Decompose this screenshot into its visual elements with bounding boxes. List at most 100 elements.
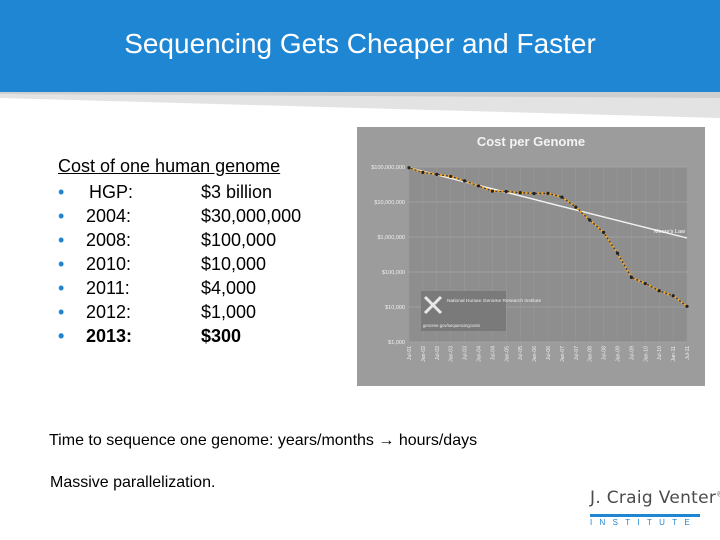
list-heading: Cost of one human genome xyxy=(58,156,281,176)
title-bar xyxy=(0,0,720,92)
x-tick-label: Jan-07 xyxy=(560,346,566,362)
cost-list-item: • 2010: $10,000 xyxy=(58,252,280,276)
y-tick-label: $1,000 xyxy=(388,340,405,346)
cost-point xyxy=(546,191,550,195)
cost-point xyxy=(490,189,494,193)
cost-point xyxy=(574,205,578,209)
cost-point xyxy=(671,294,675,298)
cost-point xyxy=(518,191,522,195)
cost-list-item: • 2012: $1,000 xyxy=(58,300,280,324)
cost-point xyxy=(421,170,425,174)
cost-point xyxy=(504,189,508,194)
bullet-icon: • xyxy=(58,230,65,250)
x-tick-label: Jan-06 xyxy=(532,346,538,362)
cost-point xyxy=(532,191,536,196)
x-tick-label: Jan-03 xyxy=(449,346,455,362)
moores-law-label: Moore's Law xyxy=(654,229,685,235)
x-tick-label: Jul-04 xyxy=(490,346,496,360)
logo-name: J. Craig Venter® xyxy=(590,488,720,508)
dna-icon xyxy=(423,295,443,315)
cost-list-item: • 2013: $300 xyxy=(58,324,280,348)
parallelization-text: Massive parallelization. xyxy=(50,474,216,491)
item-label: 2004: xyxy=(86,206,132,226)
x-tick-label: Jan-10 xyxy=(643,346,649,362)
right-arrow-icon: → xyxy=(378,432,395,449)
bullet-icon: • xyxy=(58,182,65,202)
item-value: $10,000 xyxy=(201,254,267,274)
nhgri-url: genome.gov/sequencingcosts xyxy=(423,323,480,328)
x-tick-label: Jul-06 xyxy=(546,346,552,360)
cost-list-item: • 2008: $100,000 xyxy=(58,228,280,252)
cost-point xyxy=(407,166,411,170)
cost-list-item: • 2011: $4,000 xyxy=(58,276,280,300)
item-label: 2008: xyxy=(86,230,132,250)
time-text-before: Time to sequence one genome: years/month… xyxy=(49,432,379,449)
item-label: 2012: xyxy=(86,302,132,322)
x-tick-label: Jul-09 xyxy=(629,346,635,360)
y-tick-label: $100,000 xyxy=(382,270,405,276)
x-tick-label: Jul-11 xyxy=(685,346,691,360)
logo-name-text: J. Craig Venter xyxy=(590,488,717,508)
x-tick-label: Jan-09 xyxy=(616,346,622,362)
nhgri-name: National Human Genome Research Institute xyxy=(447,298,541,304)
y-tick-label: $10,000,000 xyxy=(374,200,405,206)
cost-list-item: • 2004: $30,000,000 xyxy=(58,204,301,228)
bullet-icon: • xyxy=(58,326,65,346)
bullet-icon: • xyxy=(58,278,65,298)
logo-registered-mark: ® xyxy=(716,490,720,499)
x-tick-label: Jul-08 xyxy=(602,346,608,360)
item-label: 2010: xyxy=(86,254,132,274)
cost-list: Cost of one human genome • HGP: $3 billion… xyxy=(58,154,301,348)
time-text-after: hours/days xyxy=(394,432,478,449)
x-tick-label: Jan-08 xyxy=(588,346,594,362)
cost-point xyxy=(560,195,564,199)
item-value: $3 billion xyxy=(201,182,273,202)
chart-title: Cost per Genome xyxy=(476,134,586,149)
cost-point xyxy=(615,251,620,255)
cost-point xyxy=(657,289,661,293)
bullet-icon: • xyxy=(58,206,65,226)
cost-point xyxy=(435,172,439,177)
x-tick-label: Jul-10 xyxy=(657,346,663,360)
x-tick-label: Jul-03 xyxy=(463,346,469,360)
cost-point xyxy=(602,230,606,235)
x-tick-label: Jan-11 xyxy=(671,346,677,362)
logo-bar xyxy=(590,514,700,517)
item-label: 2011: xyxy=(86,278,130,298)
item-label: 2013: xyxy=(86,326,133,346)
cost-point xyxy=(629,275,633,279)
x-tick-label: Jul-02 xyxy=(435,346,441,360)
item-label: HGP: xyxy=(89,182,134,202)
cost-list-item: • HGP: $3 billion xyxy=(58,180,280,204)
slide-title: Sequencing Gets Cheaper and Faster xyxy=(124,28,596,59)
nhgri-logo-box xyxy=(421,291,506,331)
item-value: $100,000 xyxy=(201,230,277,250)
item-value: $300 xyxy=(201,326,242,346)
cost-point xyxy=(643,281,647,286)
bullet-icon: • xyxy=(58,254,65,274)
y-tick-label: $10,000 xyxy=(385,305,405,311)
item-value: $4,000 xyxy=(201,278,257,298)
x-tick-label: Jul-05 xyxy=(518,346,524,360)
item-value: $30,000,000 xyxy=(201,206,302,226)
x-tick-label: Jan-04 xyxy=(477,346,483,362)
time-to-sequence-text: Time to sequence one genome: years/month… xyxy=(49,432,477,450)
cost-point xyxy=(449,174,453,179)
moores-law-line xyxy=(408,167,688,239)
cost-point xyxy=(685,304,689,308)
cost-point xyxy=(588,218,592,222)
y-tick-label: $100,000,000 xyxy=(371,165,405,171)
item-value: $1,000 xyxy=(201,302,257,322)
title-swoosh xyxy=(0,92,720,118)
logo-institute: INSTITUTE xyxy=(590,518,698,527)
y-tick-label: $1,000,000 xyxy=(377,235,405,241)
cost-point xyxy=(476,184,481,188)
x-tick-label: Jul-07 xyxy=(574,346,580,360)
jcvi-logo: J. Craig Venter® INSTITUTE xyxy=(590,488,720,528)
cost-point xyxy=(463,179,467,183)
x-tick-label: Jan-02 xyxy=(421,346,427,362)
bullet-icon: • xyxy=(58,302,65,322)
cost-per-genome-chart: Cost per Genome $100,000,000 $10,000,000 $… xyxy=(357,127,705,386)
chart-plot: $100,000,000 $10,000,000 $1,000,000 $100,00… xyxy=(371,165,691,362)
x-tick-label: Jul-01 xyxy=(407,346,413,360)
